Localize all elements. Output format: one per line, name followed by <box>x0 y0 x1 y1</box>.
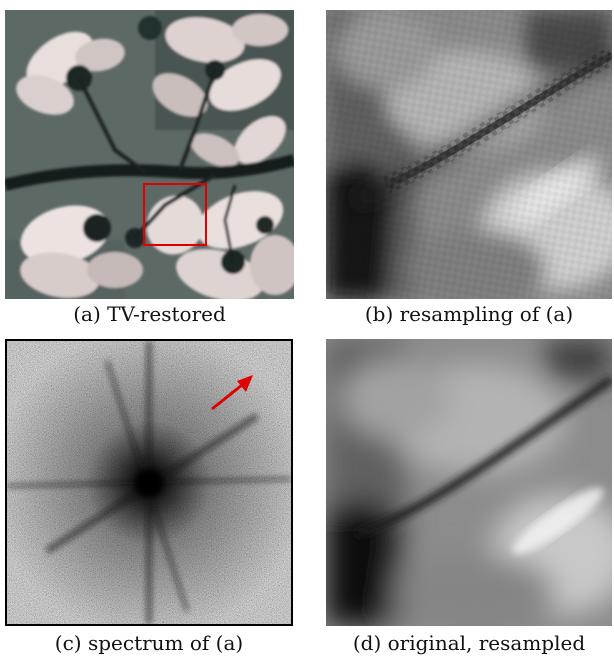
zoom-region-box <box>143 183 207 246</box>
caption-panel-d: (d) original, resampled <box>352 631 586 655</box>
panel-d-original-resampled-image <box>326 339 612 626</box>
caption-panel-b: (b) resampling of (a) <box>364 302 574 326</box>
panel-c-spectrum-image <box>5 339 293 626</box>
panel-a-tv-restored-image <box>5 10 294 299</box>
caption-panel-c: (c) spectrum of (a) <box>54 631 244 655</box>
caption-panel-a: (a) TV-restored <box>73 302 226 326</box>
panel-b-resampled-image <box>326 10 612 299</box>
red-arrow-icon <box>211 375 253 411</box>
